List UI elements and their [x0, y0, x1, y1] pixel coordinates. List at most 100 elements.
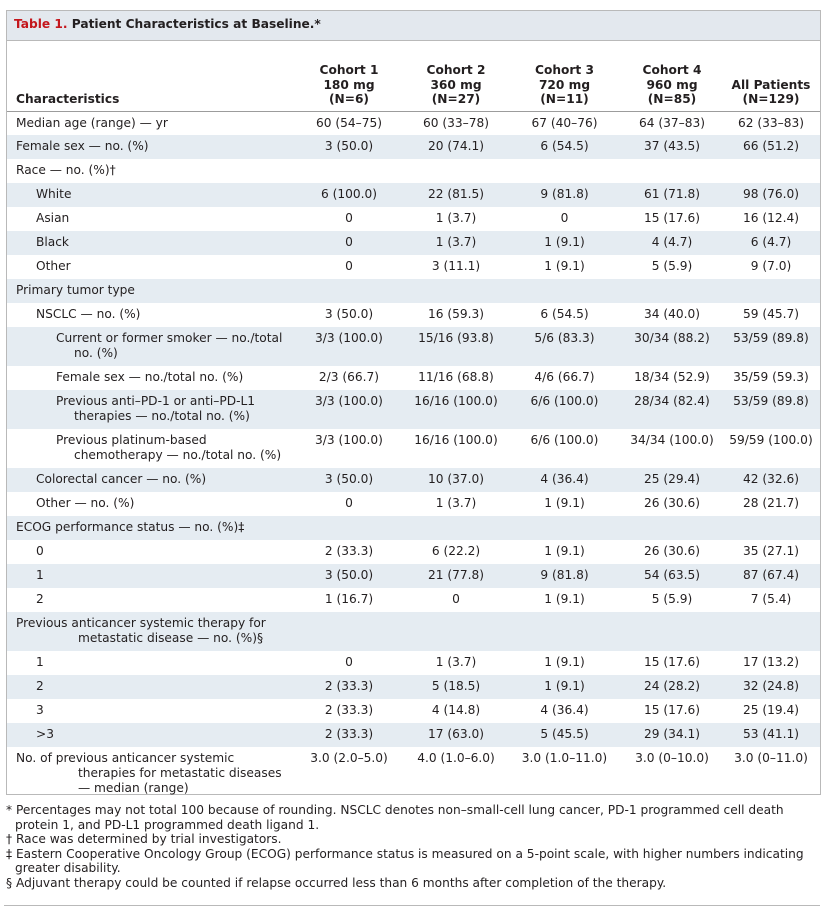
- cell: 1 (9.1): [544, 259, 585, 273]
- row-label: Black: [36, 235, 69, 249]
- cell: [293, 612, 405, 651]
- cell: 3 (11.1): [431, 259, 481, 273]
- cell: 5 (5.9): [651, 259, 693, 273]
- row-label: 0: [36, 544, 44, 558]
- cell: 4 (36.4): [540, 703, 589, 717]
- cell: 67 (40–76): [531, 115, 598, 130]
- table-row: Black 0 1 (3.7) 1 (9.1) 4 (4.7) 6 (4.7): [7, 231, 820, 255]
- cell: 64 (37–83): [638, 115, 705, 130]
- cell: 60 (54–75): [315, 115, 382, 130]
- cell: 1 (9.1): [544, 235, 585, 249]
- cell: 21 (77.8): [427, 568, 485, 582]
- cell: [507, 516, 622, 540]
- cell: 2/3 (66.7): [318, 370, 380, 384]
- cell: 16 (12.4): [742, 211, 800, 225]
- row-label: 3: [36, 703, 44, 717]
- cell: 24 (28.2): [643, 679, 701, 693]
- cell: 4 (4.7): [651, 235, 693, 249]
- cell: [507, 159, 622, 183]
- table-row: ECOG performance status — no. (%)‡: [7, 516, 820, 540]
- cell: [405, 279, 507, 303]
- cell: 59 (45.7): [742, 307, 800, 321]
- cell: 20 (74.1): [427, 139, 485, 153]
- cell: 4.0 (1.0–6.0): [417, 751, 495, 765]
- cell: 3.0 (0–10.0): [635, 751, 709, 765]
- cell: 9 (81.8): [540, 568, 589, 582]
- header-row: Characteristics Cohort 1 180 mg (N=6) Coho…: [7, 41, 820, 111]
- cell: 7 (5.4): [750, 592, 792, 606]
- cell: 15/16 (93.8): [418, 331, 494, 345]
- cell: 18/34 (52.9): [634, 370, 710, 384]
- cell: 0: [560, 211, 569, 225]
- cell: 34/34 (100.0): [630, 433, 714, 447]
- cell: 30/34 (88.2): [634, 331, 710, 345]
- row-label: ECOG performance status — no. (%)‡: [16, 520, 245, 534]
- row-label: 1: [36, 655, 44, 669]
- cell: 29 (34.1): [643, 727, 701, 741]
- cell: [405, 516, 507, 540]
- cell: 2 (33.3): [324, 727, 374, 741]
- header-cohort-2: Cohort 2 360 mg (N=27): [426, 63, 486, 106]
- table-row: 1 0 1 (3.7) 1 (9.1) 15 (17.6) 17 (13.2): [7, 651, 820, 675]
- cell: 5/6 (83.3): [534, 331, 595, 345]
- cell: [622, 612, 722, 651]
- cell: 1 (9.1): [544, 655, 585, 669]
- table-title-text: Patient Characteristics at Baseline.*: [71, 17, 321, 31]
- cell: 5 (45.5): [540, 727, 589, 741]
- row-label: Colorectal cancer — no. (%): [36, 472, 207, 486]
- cell: 3.0 (1.0–11.0): [521, 751, 608, 765]
- row-label: Previous anticancer systemic therapy for…: [16, 616, 266, 645]
- table-row: Median age (range) — yr 60 (54–75) 60 (33–…: [7, 111, 820, 135]
- cell: 0: [345, 496, 353, 510]
- cell: 0: [345, 235, 353, 249]
- cell: 53 (41.1): [742, 727, 800, 741]
- table-row: Other 0 3 (11.1) 1 (9.1) 5 (5.9) 9 (7.0): [7, 255, 820, 279]
- cell: 6/6 (100.0): [530, 433, 599, 447]
- cell: 1 (3.7): [435, 235, 477, 249]
- cell: 3 (50.0): [324, 307, 374, 321]
- cell: 6 (22.2): [431, 544, 481, 558]
- cell: 4 (36.4): [540, 472, 589, 486]
- table-row: Previous anti–PD-1 or anti–PD-L1 therapi…: [7, 390, 820, 429]
- cell: [507, 279, 622, 303]
- cell: 1 (9.1): [544, 496, 585, 510]
- table-row: Female sex — no. (%) 3 (50.0) 20 (74.1) 6 (…: [7, 135, 820, 159]
- footnote: * Percentages may not total 100 because …: [6, 803, 784, 832]
- table-row: Current or former smoker — no./total no.…: [7, 327, 820, 366]
- table-row: White 6 (100.0) 22 (81.5) 9 (81.8) 61 (71.8)…: [7, 183, 820, 207]
- bottom-rule: [4, 905, 820, 906]
- cell: 3 (50.0): [324, 472, 374, 486]
- cell: 35 (27.1): [742, 544, 800, 558]
- footnote: † Race was determined by trial investiga…: [6, 832, 282, 847]
- cell: 3/3 (100.0): [315, 394, 383, 408]
- row-label: Current or former smoker — no./total no.…: [56, 331, 283, 360]
- cell: 1 (9.1): [544, 544, 585, 558]
- cell: 98 (76.0): [742, 187, 800, 201]
- header-cohort-1: Cohort 1 180 mg (N=6): [319, 63, 379, 106]
- row-label: Race — no. (%)†: [16, 163, 116, 177]
- table-row: Asian 0 1 (3.7) 0 15 (17.6) 16 (12.4): [7, 207, 820, 231]
- cell: 87 (67.4): [742, 568, 800, 582]
- table-row: 2 2 (33.3) 5 (18.5) 1 (9.1) 24 (28.2) 32 (24.…: [7, 675, 820, 699]
- cell: 5 (5.9): [651, 592, 693, 606]
- cell: 15 (17.6): [643, 703, 701, 717]
- cell: 0: [345, 259, 353, 273]
- cell: 3 (50.0): [324, 139, 374, 153]
- table-row: Previous anticancer systemic therapy for…: [7, 612, 820, 651]
- table-row: Colorectal cancer — no. (%) 3 (50.0) 10 (3…: [7, 468, 820, 492]
- table-row: No. of previous anticancer systemic ther…: [7, 747, 820, 801]
- row-label: Primary tumor type: [16, 283, 135, 297]
- row-label: White: [36, 187, 72, 201]
- cell: [405, 159, 507, 183]
- row-label: NSCLC — no. (%): [36, 307, 141, 321]
- table-row: Female sex — no./total no. (%) 2/3 (66.7)…: [7, 366, 820, 390]
- cell: [507, 612, 622, 651]
- cell: 1 (3.7): [435, 211, 477, 225]
- cell: [293, 279, 405, 303]
- row-label: Previous platinum-based chemotherapy — n…: [56, 433, 282, 462]
- cell: 0: [452, 592, 460, 606]
- table-title: Table 1. Patient Characteristics at Base…: [7, 11, 820, 41]
- cell: 26 (30.6): [643, 544, 701, 558]
- row-label: 2: [36, 592, 44, 606]
- table-row: 1 3 (50.0) 21 (77.8) 9 (81.8) 54 (63.5) 87 (6…: [7, 564, 820, 588]
